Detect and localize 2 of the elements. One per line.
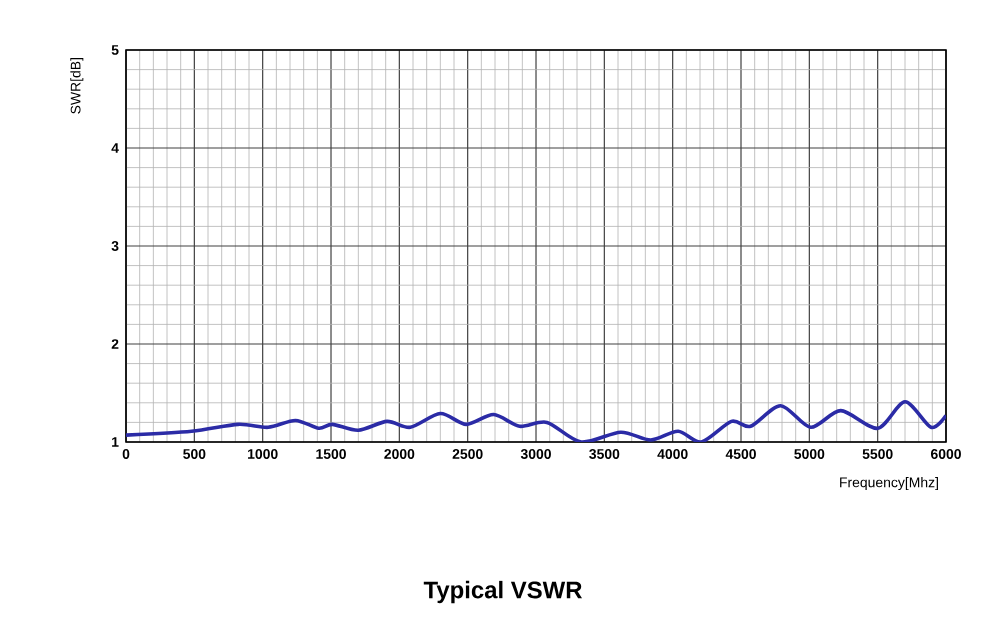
- text: Typical VSWR: [423, 580, 583, 604]
- line-series: [126, 400, 946, 442]
